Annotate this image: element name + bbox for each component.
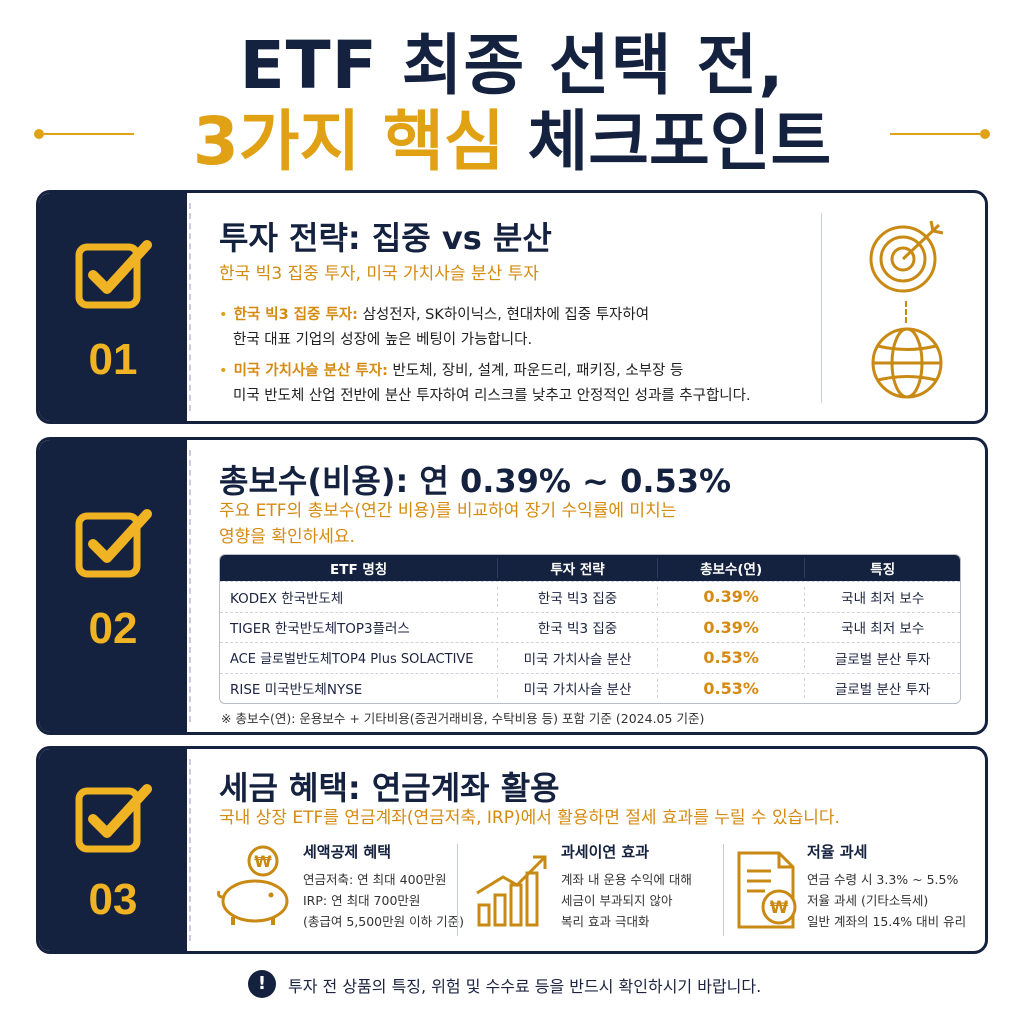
- table-cell: 한국 빅3 집중: [497, 617, 657, 638]
- decor-line-right: [890, 133, 980, 135]
- fee-comparison-table: ETF 명칭 투자 전략 총보수(연) 특징 KODEX 한국반도체 한국 빅3…: [219, 554, 961, 704]
- benefit-line: 연금저축: 연 최대 400만원: [303, 872, 447, 887]
- table-cell: 0.53%: [656, 648, 805, 668]
- page-title-line1: ETF 최종 선택 전,: [239, 27, 785, 104]
- table-cell: 미국 가치사슬 분산: [497, 647, 657, 668]
- title-highlight: 3가지 핵심: [192, 103, 505, 180]
- decor-dot-right: [980, 129, 990, 139]
- divider: [189, 203, 191, 411]
- table-cell: KODEX 한국반도체: [230, 590, 344, 607]
- table-cell: 글로벌 분산 투자: [804, 678, 960, 699]
- table-cell: RISE 미국반도체NYSE: [230, 682, 363, 699]
- benefit-divider: [457, 844, 458, 936]
- table-cell: 0.53%: [656, 678, 805, 698]
- piggy-bank-icon: ₩: [217, 845, 289, 925]
- checkbox-check-icon: [75, 509, 152, 578]
- divider: [189, 450, 191, 722]
- benefit-title: 세액공제 혜택: [303, 843, 392, 861]
- table-header-cell: 투자 전략: [497, 558, 657, 578]
- bullet-item: • 미국 가치사슬 분산 투자: 반도체, 장비, 설계, 파운드리, 패키징, …: [219, 359, 751, 409]
- disclaimer-footer: ! 투자 전 상품의 특징, 위험 및 수수료 등을 반드시 확인하시기 바랍니…: [0, 968, 1024, 1000]
- card-title: 투자 전략: 집중 vs 분산: [219, 219, 552, 257]
- benefit-deduction: 세액공제 혜택 연금저축: 연 최대 400만원 IRP: 연 최대 700만원…: [303, 841, 483, 941]
- icon-connector: [905, 301, 907, 323]
- bullet-label: 미국 가치사슬 분산 투자:: [233, 363, 388, 379]
- benefit-line: 저율 과세 (기타소득세): [807, 893, 929, 908]
- disclaimer-text: 투자 전 상품의 특징, 위험 및 수수료 등을 반드시 확인하시기 바랍니다.: [288, 977, 762, 996]
- benefit-title: 과세이연 효과: [561, 843, 650, 861]
- bullet-text: 삼성전자, SK하이닉스, 현대차에 집중 투자하여: [357, 307, 650, 323]
- page-title-line2: 3가지 핵심 체크포인트: [0, 104, 1024, 180]
- table-cell: 국내 최저 보수: [804, 586, 960, 607]
- benefit-line: 계좌 내 운용 수익에 대해: [561, 872, 692, 887]
- card-subtitle-line1: 주요 ETF의 총보수(연간 비용)를 비교하여 장기 수익률에 미치는: [219, 501, 677, 521]
- title-rest: 체크포인트: [504, 103, 832, 180]
- bullet-dot: •: [219, 307, 228, 323]
- benefit-line: 복리 효과 극대화: [561, 914, 650, 929]
- checkpoint-card-2: 02 총보수(비용): 연 0.39% ~ 0.53% 주요 ETF의 총보수(…: [36, 437, 988, 735]
- table-row: RISE 미국반도체NYSE 미국 가치사슬 분산 0.53% 글로벌 분산 투…: [220, 672, 960, 704]
- globe-icon: [871, 327, 943, 399]
- card-number: 03: [88, 875, 138, 924]
- table-header-cell: 총보수(연): [656, 558, 805, 578]
- table-cell: ACE 글로벌반도체TOP4 Plus SOLACTIVE: [230, 652, 474, 668]
- bullet-text: 반도체, 장비, 설계, 파운드리, 패키징, 소부장 등: [387, 363, 684, 379]
- decor-line-left: [44, 133, 134, 135]
- benefit-line: (총급여 5,500만원 이하 기준): [303, 914, 464, 929]
- checkpoint-card-1: 01 투자 전략: 집중 vs 분산 한국 빅3 집중 투자, 미국 가치사슬 …: [36, 190, 988, 424]
- table-cell: 국내 최저 보수: [804, 617, 960, 638]
- card-left-panel: 01: [39, 193, 187, 421]
- card-subtitle-line2: 영향을 확인하세요.: [219, 527, 355, 547]
- card-number: 01: [88, 335, 138, 384]
- card-left-panel: 03: [39, 749, 187, 951]
- table-header-cell: ETF 명칭: [330, 562, 388, 578]
- benefit-line: 일반 계좌의 15.4% 대비 유리: [807, 914, 967, 929]
- checkbox-check-icon: [75, 240, 152, 309]
- svg-text:₩: ₩: [770, 898, 789, 918]
- divider: [189, 759, 191, 941]
- table-cell: 0.39%: [656, 587, 805, 607]
- benefit-low-tax: 저율 과세 연금 수령 시 3.3% ~ 5.5% 저율 과세 (기타소득세) …: [807, 841, 985, 941]
- card-subtitle: 한국 빅3 집중 투자, 미국 가치사슬 분산 투자: [219, 264, 539, 284]
- bullet-dot: •: [219, 363, 228, 379]
- table-cell: 한국 빅3 집중: [497, 586, 657, 607]
- bullet-label: 한국 빅3 집중 투자:: [233, 307, 358, 323]
- table-row: KODEX 한국반도체 한국 빅3 집중 0.39% 국내 최저 보수: [220, 581, 960, 612]
- card-number: 02: [88, 604, 138, 653]
- benefit-line: 연금 수령 시 3.3% ~ 5.5%: [807, 872, 959, 887]
- svg-text:₩: ₩: [254, 852, 272, 871]
- table-cell: TIGER 한국반도체TOP3플러스: [230, 621, 410, 638]
- bullet-item: • 한국 빅3 집중 투자: 삼성전자, SK하이닉스, 현대차에 집중 투자하여…: [219, 303, 649, 353]
- card-subtitle: 국내 상장 ETF를 연금계좌(연금저축, IRP)에서 활용하면 절세 효과를…: [219, 808, 840, 828]
- bullet-continuation: 미국 반도체 산업 전반에 분산 투자하여 리스크를 낮추고 안정적인 성과를 …: [233, 388, 751, 404]
- card-title: 세금 혜택: 연금계좌 활용: [219, 769, 560, 807]
- checkbox-check-icon: [75, 784, 152, 853]
- checkpoint-card-3: 03 세금 혜택: 연금계좌 활용 국내 상장 ETF를 연금계좌(연금저축, …: [36, 746, 988, 954]
- benefit-title: 저율 과세: [807, 843, 868, 861]
- table-cell: 0.39%: [656, 617, 805, 637]
- decor-dot-left: [34, 129, 44, 139]
- vertical-divider: [821, 213, 822, 403]
- card-left-panel: 02: [39, 440, 187, 732]
- alert-icon: !: [248, 970, 276, 998]
- table-header-row: ETF 명칭 투자 전략 총보수(연) 특징: [220, 555, 960, 581]
- tax-document-icon: ₩: [737, 851, 797, 929]
- growth-chart-icon: [476, 855, 547, 927]
- table-cell: 글로벌 분산 투자: [804, 647, 960, 668]
- card-title: 총보수(비용): 연 0.39% ~ 0.53%: [219, 462, 732, 500]
- bullet-continuation: 한국 대표 기업의 성장에 높은 베팅이 가능합니다.: [233, 332, 533, 348]
- table-footnote: ※ 총보수(연): 운용보수 + 기타비용(증권거래비용, 수탁비용 등) 포함…: [221, 711, 705, 726]
- benefit-line: 세금이 부과되지 않아: [561, 893, 673, 908]
- table-cell: 미국 가치사슬 분산: [497, 678, 657, 699]
- table-header-cell: 특징: [804, 558, 960, 578]
- benefit-line: IRP: 연 최대 700만원: [303, 893, 421, 908]
- table-row: ACE 글로벌반도체TOP4 Plus SOLACTIVE 미국 가치사슬 분산…: [220, 642, 960, 673]
- benefit-divider: [723, 844, 724, 936]
- table-row: TIGER 한국반도체TOP3플러스 한국 빅3 집중 0.39% 국내 최저 …: [220, 611, 960, 643]
- benefit-deferral: 과세이연 효과 계좌 내 운용 수익에 대해 세금이 부과되지 않아 복리 효과…: [561, 841, 741, 941]
- target-icon: [869, 220, 944, 293]
